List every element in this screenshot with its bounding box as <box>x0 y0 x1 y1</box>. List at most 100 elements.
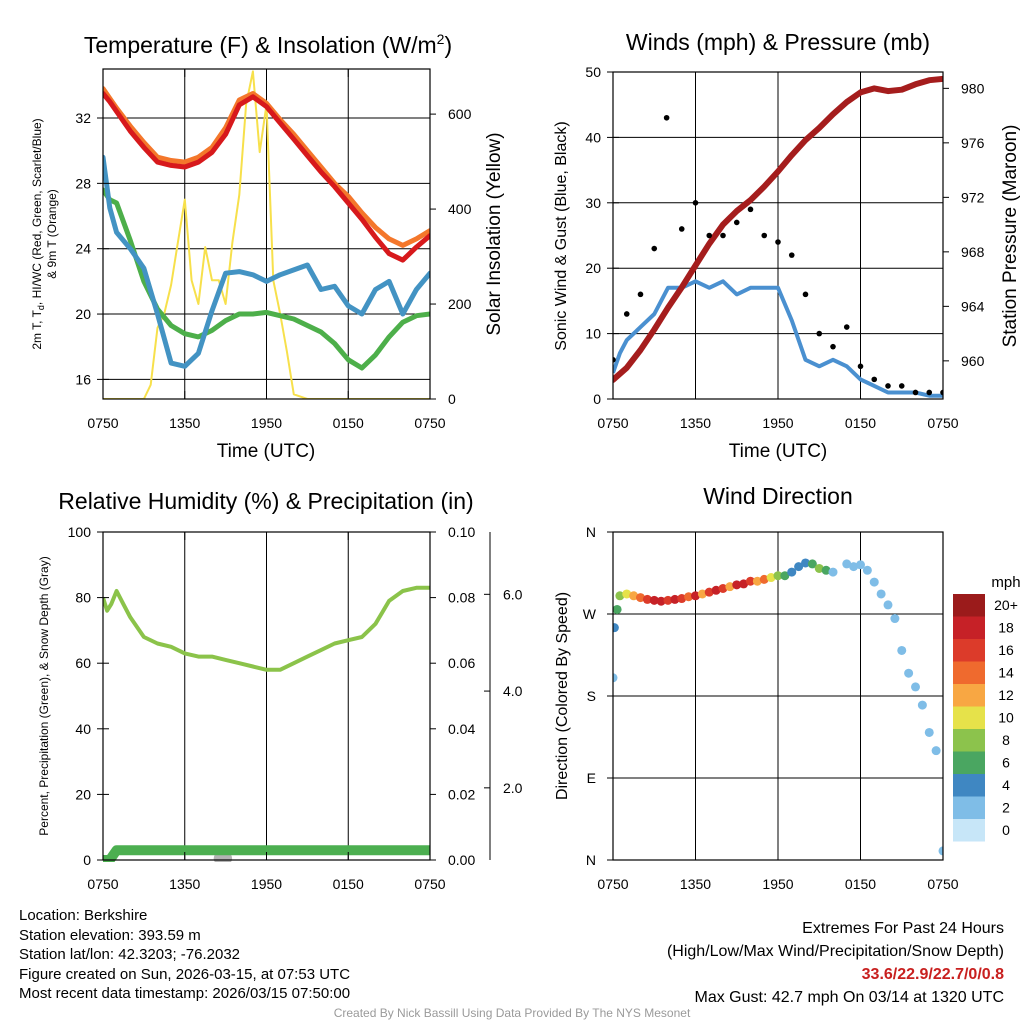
direction-point <box>849 562 859 572</box>
x-tick-label: 0750 <box>414 876 445 892</box>
direction-point <box>842 559 852 569</box>
y-tick-label: 24 <box>75 241 91 257</box>
x-tick-label: 1950 <box>762 415 793 431</box>
direction-point <box>677 594 687 604</box>
x-tick-label: 0750 <box>87 415 118 431</box>
location-text: Location: Berkshire <box>19 907 148 924</box>
gust-point <box>857 363 864 370</box>
winds-panel: Winds (mph) & Pressure (mb) 0750 1350 1950… <box>553 29 1021 462</box>
direction-point <box>911 682 920 692</box>
y-tick-label: 40 <box>585 129 601 145</box>
direction-point <box>807 559 817 569</box>
direction-point <box>746 576 755 586</box>
gust-point <box>816 330 823 337</box>
gust-point <box>788 252 795 258</box>
x-tick-label: 0750 <box>927 415 958 431</box>
direction-point <box>924 727 934 737</box>
gust-point <box>651 245 658 252</box>
direction-point <box>622 589 632 599</box>
heat-index-line <box>103 187 430 371</box>
y-tick-label: 20 <box>75 306 91 322</box>
y2-tick-label: 0.06 <box>448 655 475 671</box>
direction-point <box>801 558 810 568</box>
colorbar-label: 4 <box>1002 777 1010 793</box>
gust-point <box>761 232 768 239</box>
colorbar-swatch <box>953 774 985 797</box>
direction-point <box>656 596 666 606</box>
colorbar-swatch <box>953 616 985 639</box>
x-tick-label: 0150 <box>845 415 876 431</box>
y-tick-label: E <box>587 770 596 786</box>
colorbar-swatch <box>953 706 985 729</box>
y2-tick-label: 0 <box>448 391 456 407</box>
gust-point <box>802 291 809 298</box>
y-tick-label: 80 <box>75 590 91 606</box>
y-tick-label: 20 <box>75 786 91 802</box>
gust-point <box>733 219 740 226</box>
direction-point <box>780 571 790 581</box>
extremes-title: Extremes For Past 24 Hours <box>802 920 1004 937</box>
y-tick-label: N <box>586 852 596 868</box>
x-tick-label: 1350 <box>680 876 711 892</box>
winds-y-label: Sonic Wind & Gust (Blue, Black) <box>553 121 570 350</box>
direction-point <box>704 587 714 597</box>
gust-point <box>912 389 919 396</box>
direction-point <box>759 574 769 584</box>
direction-point <box>890 614 900 624</box>
y-tick-label: W <box>583 606 597 622</box>
gust-point <box>637 291 644 298</box>
y2-tick-label: 0.10 <box>448 524 475 540</box>
y2-tick-label: 968 <box>961 244 985 260</box>
direction-point <box>752 576 762 586</box>
y2-tick-label: 972 <box>961 189 985 205</box>
extremes-info: Extremes For Past 24 Hours (High/Low/Max… <box>667 917 1004 1009</box>
direction-point <box>615 591 625 601</box>
direction-point <box>629 591 639 601</box>
direction-point <box>732 580 742 590</box>
colorbar-label: 12 <box>998 687 1014 703</box>
direction-point <box>897 645 907 655</box>
y2-tick-label: 0.08 <box>448 590 475 606</box>
direction-point <box>876 589 886 599</box>
temp-2m-line <box>103 91 430 263</box>
direction-point <box>773 571 783 581</box>
x-tick-label: 0750 <box>597 876 628 892</box>
gust-point <box>843 324 850 330</box>
colorbar-label: 2 <box>1002 800 1010 816</box>
temperature-panel: Temperature (F) & Insolation (W/m2) 0750… <box>30 31 505 462</box>
gust-point <box>623 311 630 317</box>
temperature-title: Temperature (F) & Insolation (W/m2) <box>84 31 452 58</box>
gust-point <box>613 356 616 363</box>
speed-colorbar: 20+ 18 16 14 12 10 8 6 4 2 0 <box>953 594 1018 842</box>
x-tick-label: 0750 <box>87 876 118 892</box>
colorbar-swatch <box>953 639 985 662</box>
y-tick-label: S <box>587 688 596 704</box>
direction-point <box>642 594 652 604</box>
direction-point <box>718 583 728 593</box>
direction-point <box>684 592 694 602</box>
x-tick-label: 1350 <box>680 415 711 431</box>
winds-title: Winds (mph) & Pressure (mb) <box>626 29 930 55</box>
wind-direction-panel: Wind Direction 0750 1350 1950 0150 0750NESWN… <box>554 483 1021 892</box>
colorbar-swatch <box>953 819 985 842</box>
temperature-y-label-line2: & 9m T (Orange) <box>45 189 59 279</box>
max-gust-text: Max Gust: 42.7 mph On 03/14 at 1320 UTC <box>694 989 1005 1006</box>
direction-point <box>931 746 941 756</box>
y2-tick-label: 964 <box>961 298 985 314</box>
y3-tick-label: 6.0 <box>503 586 523 602</box>
gust-point <box>871 376 878 383</box>
x-tick-label: 0150 <box>333 415 364 431</box>
y2-tick-label: 960 <box>961 353 985 369</box>
direction-point <box>917 700 927 710</box>
direction-point <box>828 567 838 577</box>
gust-point <box>830 343 836 350</box>
colorbar-label: 10 <box>998 710 1014 726</box>
direction-point <box>613 673 618 683</box>
gust-point <box>898 383 905 389</box>
recent-text: Most recent data timestamp: 2026/03/15 0… <box>19 985 351 1002</box>
x-tick-label: 1950 <box>251 415 282 431</box>
y3-tick-label: 2.0 <box>503 780 523 796</box>
direction-point <box>663 595 673 605</box>
y-tick-label: 32 <box>75 110 91 126</box>
direction-point <box>670 594 680 604</box>
